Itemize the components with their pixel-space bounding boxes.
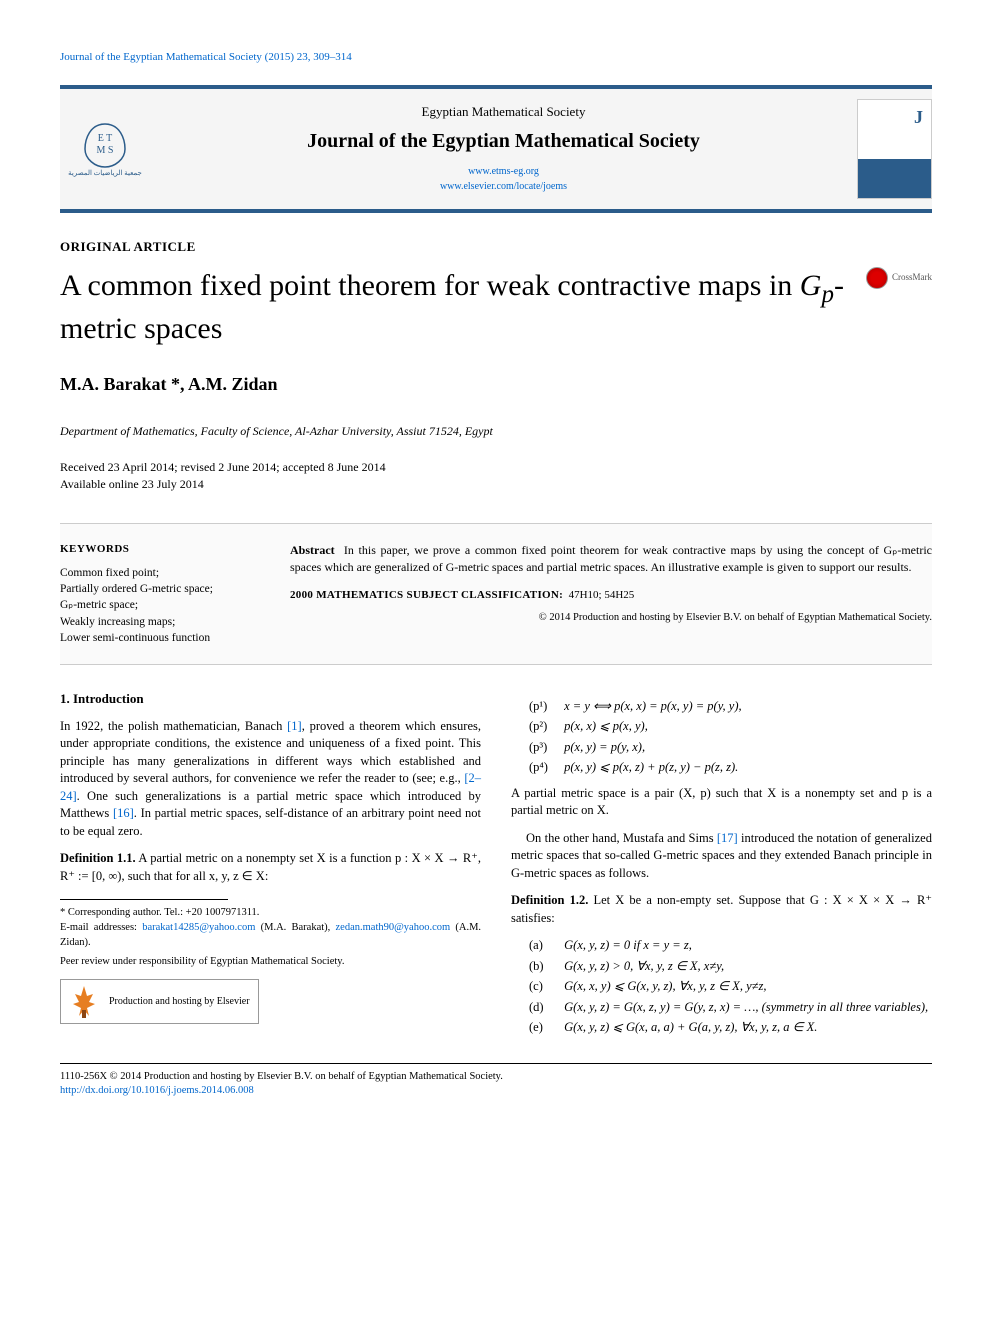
axiom-b-label: (b) [529, 958, 561, 976]
mustafa-text-a: On the other hand, Mustafa and Sims [526, 831, 717, 845]
axiom-p1: x = y ⟺ p(x, x) = p(x, y) = p(y, y), [564, 699, 742, 713]
journal-link-2[interactable]: www.elsevier.com/locate/joems [170, 180, 837, 194]
axiom-c-label: (c) [529, 978, 561, 996]
doi-link[interactable]: http://dx.doi.org/10.1016/j.joems.2014.0… [60, 1084, 932, 1099]
partial-metric-def-text: A partial metric space is a pair (X, p) … [511, 785, 932, 820]
footnote-separator [60, 899, 228, 900]
right-column: (p¹) x = y ⟺ p(x, x) = p(x, y) = p(y, y)… [511, 690, 932, 1045]
ref-link-16[interactable]: [16] [113, 806, 134, 820]
journal-name: Journal of the Egyptian Mathematical Soc… [170, 127, 837, 155]
crossmark-badge[interactable]: CrossMark [866, 267, 932, 289]
axiom-p4: p(x, y) ⩽ p(x, z) + p(z, y) − p(z, z). [564, 760, 738, 774]
issn-copyright: 1110-256X © 2014 Production and hosting … [60, 1070, 932, 1085]
axiom-a-label: (a) [529, 937, 561, 955]
left-column: 1. Introduction In 1922, the polish math… [60, 690, 481, 1045]
elsevier-logo-icon [69, 984, 99, 1019]
journal-cover-thumbnail [857, 99, 932, 199]
crossmark-label: CrossMark [892, 271, 932, 284]
axiom-d-label: (d) [529, 999, 561, 1017]
axiom-b: G(x, y, z) > 0, ∀x, y, z ∈ X, x≠y, [564, 959, 724, 973]
intro-text-1a: In 1922, the polish mathematician, Banac… [60, 719, 287, 733]
keywords-list: Common fixed point; Partially ordered G-… [60, 565, 260, 645]
section-1-heading: 1. Introduction [60, 690, 481, 708]
axiom-e: G(x, y, z) ⩽ G(x, a, a) + G(a, y, z), ∀x… [564, 1020, 817, 1034]
svg-text:M S: M S [97, 145, 114, 156]
definition-1-1-label: Definition 1.1. [60, 851, 136, 865]
ref-link-17[interactable]: [17] [717, 831, 738, 845]
society-name: Egyptian Mathematical Society [170, 103, 837, 121]
dates-received: Received 23 April 2014; revised 2 June 2… [60, 459, 932, 476]
article-type: ORIGINAL ARTICLE [60, 238, 932, 256]
hosting-box: Production and hosting by Elsevier [60, 979, 259, 1024]
axiom-e-label: (e) [529, 1019, 561, 1037]
axiom-p2-label: (p²) [529, 718, 561, 736]
bottom-rule [60, 1063, 932, 1064]
article-title: A common fixed point theorem for weak co… [60, 267, 866, 348]
masthead: E T M S جمعية الرياضيات المصرية Egyptian… [60, 85, 932, 213]
keywords-heading: KEYWORDS [60, 542, 260, 557]
ref-link-1[interactable]: [1] [287, 719, 302, 733]
axiom-p1-label: (p¹) [529, 698, 561, 716]
partial-metric-axioms: (p¹) x = y ⟺ p(x, x) = p(x, y) = p(y, y)… [529, 698, 932, 777]
authors: M.A. Barakat *, A.M. Zidan [60, 372, 932, 397]
hosting-text: Production and hosting by Elsevier [109, 995, 250, 1009]
affiliation: Department of Mathematics, Faculty of Sc… [60, 423, 932, 440]
abstract-text: In this paper, we prove a common fixed p… [290, 543, 932, 574]
society-logo: E T M S جمعية الرياضيات المصرية [60, 104, 150, 194]
msc-codes: 47H10; 54H25 [569, 589, 635, 601]
axiom-p2: p(x, x) ⩽ p(x, y), [564, 719, 648, 733]
dates-online: Available online 23 July 2014 [60, 476, 932, 493]
running-head: Journal of the Egyptian Mathematical Soc… [60, 50, 932, 65]
axiom-p4-label: (p⁴) [529, 759, 561, 777]
copyright-line: © 2014 Production and hosting by Elsevie… [290, 611, 932, 626]
axiom-p3-label: (p³) [529, 739, 561, 757]
title-var: G [800, 269, 822, 302]
axiom-p3: p(x, y) = p(y, x), [564, 740, 645, 754]
abstract-label: Abstract [290, 543, 335, 557]
peer-review-note: Peer review under responsibility of Egyp… [60, 955, 481, 970]
svg-text:E T: E T [98, 133, 113, 144]
g-metric-axioms: (a) G(x, y, z) = 0 if x = y = z, (b) G(x… [529, 937, 932, 1037]
title-prefix: A common fixed point theorem for weak co… [60, 269, 800, 302]
axiom-c: G(x, x, y) ⩽ G(x, y, z), ∀x, y, z ∈ X, y… [564, 979, 766, 993]
axiom-a: G(x, y, z) = 0 if x = y = z, [564, 938, 692, 952]
journal-link-1[interactable]: www.etms-eg.org [170, 165, 837, 179]
email-1-name: (M.A. Barakat), [261, 922, 331, 933]
article-dates: Received 23 April 2014; revised 2 June 2… [60, 459, 932, 493]
crossmark-icon [866, 267, 888, 289]
email-label: E-mail addresses: [60, 922, 137, 933]
email-1[interactable]: barakat14285@yahoo.com [142, 922, 255, 933]
definition-1-2-label: Definition 1.2. [511, 893, 588, 907]
title-sub: p [821, 281, 834, 308]
axiom-d: G(x, y, z) = G(x, z, y) = G(y, z, x) = …… [564, 1000, 928, 1014]
corresponding-author: * Corresponding author. Tel.: +20 100797… [60, 906, 481, 921]
msc-label: 2000 MATHEMATICS SUBJECT CLASSIFICATION: [290, 589, 563, 601]
email-2[interactable]: zedan.math90@yahoo.com [336, 922, 451, 933]
